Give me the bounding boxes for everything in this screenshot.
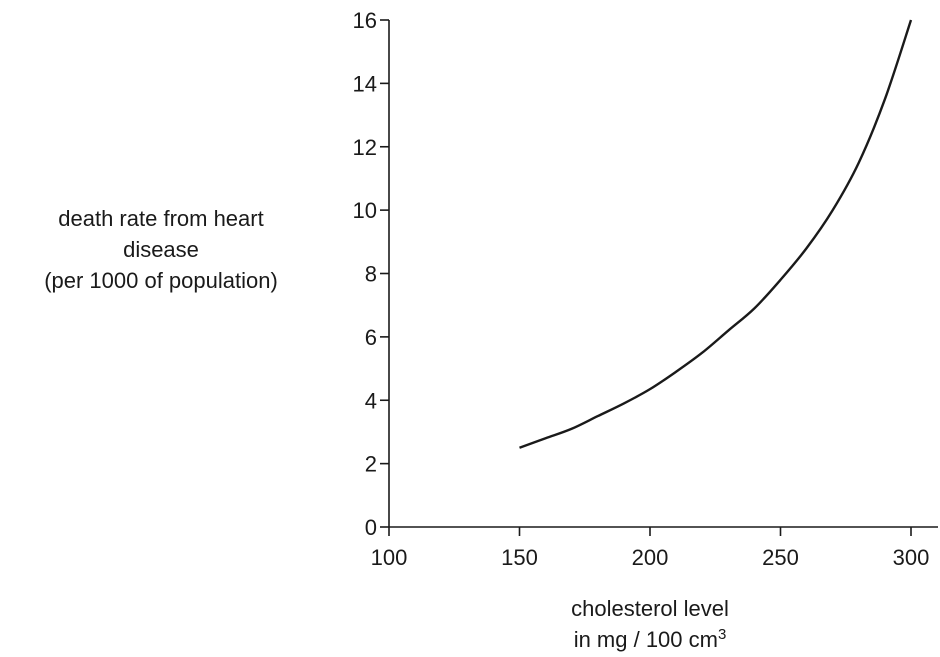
y-axis-label: death rate from heart disease (per 1000 … (0, 203, 322, 296)
y-axis-label-line-3: (per 1000 of population) (44, 268, 278, 293)
y-tick-label: 8 (365, 262, 377, 287)
series-line (519, 19, 913, 449)
y-tick-label: 0 (365, 515, 377, 540)
x-ticks: 100 150 200 250 300 (371, 527, 930, 570)
y-tick-label: 16 (353, 8, 377, 33)
y-tick-label: 2 (365, 452, 377, 477)
y-tick-label: 6 (365, 325, 377, 350)
x-axis-label-superscript: 3 (717, 626, 727, 643)
x-tick-label: 300 (893, 545, 930, 570)
x-axis-label: cholesterol level in mg / 100 cm3 (500, 593, 800, 655)
series (519, 19, 913, 449)
x-tick-label: 100 (371, 545, 408, 570)
y-axis-label-line-2: disease (123, 237, 199, 262)
y-tick-label: 10 (353, 198, 377, 223)
x-tick-label: 200 (632, 545, 669, 570)
axes (388, 20, 938, 528)
x-tick-label: 250 (762, 545, 799, 570)
y-axis-label-line-1: death rate from heart (58, 206, 264, 231)
x-tick-label: 150 (501, 545, 538, 570)
x-axis-label-line-2: in mg / 100 cm3 (500, 624, 800, 655)
y-ticks: 0 2 4 6 8 10 12 14 16 (353, 8, 389, 540)
x-axis-label-line-1: cholesterol level (571, 596, 729, 621)
y-tick-label: 4 (365, 388, 377, 413)
x-axis-label-unit: in mg / 100 cm (573, 627, 718, 652)
y-tick-label: 12 (353, 135, 377, 160)
y-tick-label: 14 (353, 71, 377, 96)
